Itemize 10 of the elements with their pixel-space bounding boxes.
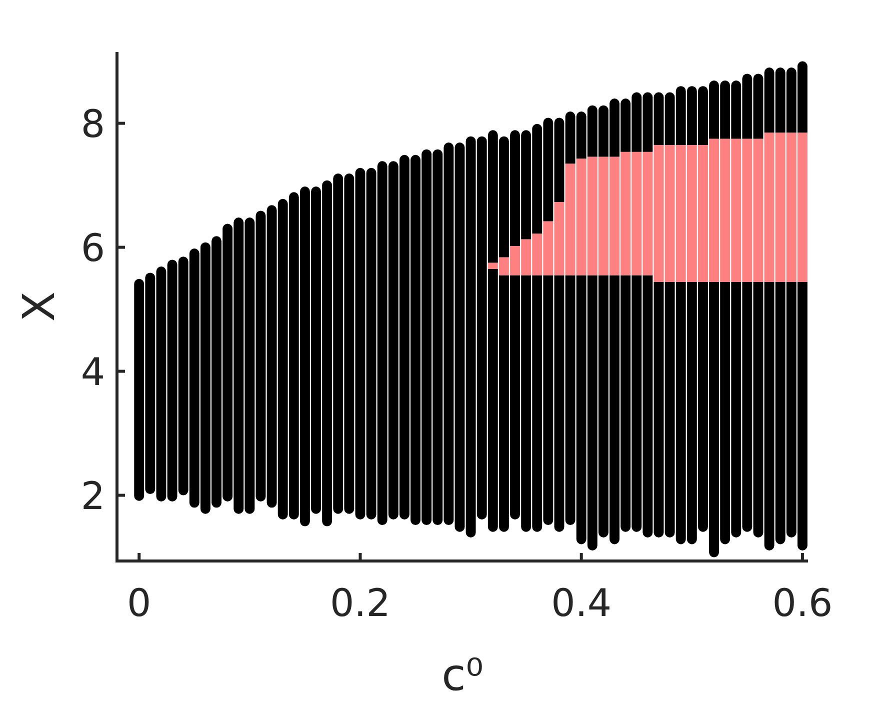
x-tick-label: 0.4	[551, 581, 612, 625]
y-axis-title: X	[14, 291, 65, 322]
x-tick-label: 0.2	[330, 581, 390, 625]
x-tick-label: 0.6	[772, 581, 833, 625]
x-tick-label: 0	[127, 581, 152, 625]
x-axis-title: c⁰	[442, 650, 484, 701]
y-tick-label: 8	[80, 102, 105, 146]
y-tick-label: 6	[80, 226, 105, 270]
y-tick-label: 4	[80, 350, 105, 394]
y-tick-label: 2	[80, 474, 105, 518]
